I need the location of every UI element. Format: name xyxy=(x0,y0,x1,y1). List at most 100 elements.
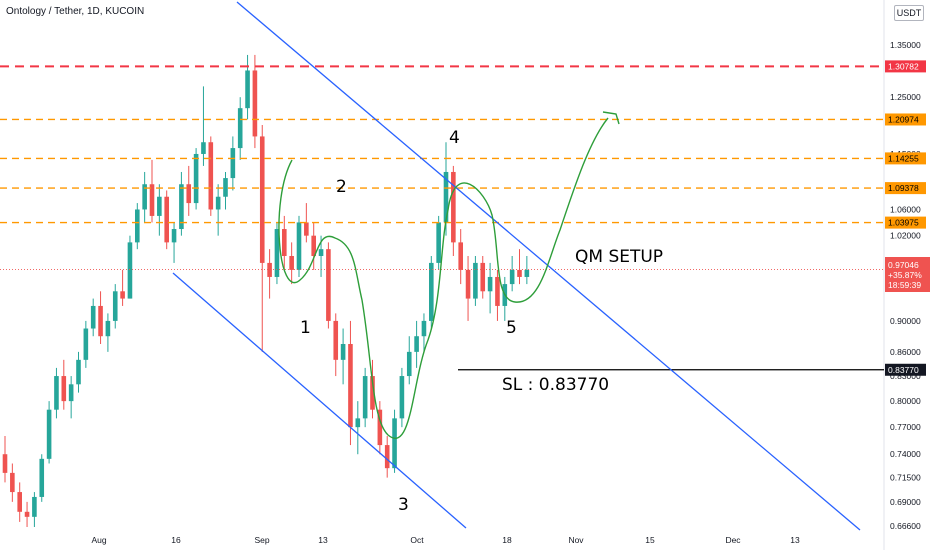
candle-body[interactable] xyxy=(355,418,361,428)
y-tick-label: 1.25000 xyxy=(890,92,921,102)
candle-body[interactable] xyxy=(112,291,118,321)
candle-body[interactable] xyxy=(480,262,486,292)
candle-body[interactable] xyxy=(436,222,441,263)
candle-body[interactable] xyxy=(274,229,280,277)
candle-body[interactable] xyxy=(340,343,346,360)
candle-body[interactable] xyxy=(68,384,74,402)
candle-body[interactable] xyxy=(362,376,368,419)
candle-body[interactable] xyxy=(259,136,265,263)
candle-body[interactable] xyxy=(230,148,236,179)
candle-body[interactable] xyxy=(370,376,375,410)
chart-title: Ontology / Tether, 1D, KUCOIN xyxy=(6,6,145,17)
candle-body[interactable] xyxy=(61,376,67,402)
candle-body[interactable] xyxy=(120,291,125,299)
candle-body[interactable] xyxy=(24,511,30,517)
candle-body[interactable] xyxy=(318,249,324,256)
candle-body[interactable] xyxy=(252,70,258,137)
candle-body[interactable] xyxy=(201,142,206,154)
candle-body[interactable] xyxy=(223,178,228,197)
price-level-label: 1.14255 xyxy=(888,153,919,163)
candle-body[interactable] xyxy=(157,196,162,216)
candle-body[interactable] xyxy=(215,196,221,210)
x-tick-label: Sep xyxy=(254,535,269,545)
wave-label-5: 5 xyxy=(506,318,517,338)
candle-body[interactable] xyxy=(377,409,383,446)
price-level-label: 0.83770 xyxy=(888,365,919,375)
candle-body[interactable] xyxy=(2,454,8,473)
candle-body[interactable] xyxy=(282,229,287,256)
candle-body[interactable] xyxy=(208,142,214,210)
candle-body[interactable] xyxy=(237,108,243,149)
candle-body[interactable] xyxy=(326,249,331,321)
candle-body[interactable] xyxy=(348,343,353,428)
candle-body[interactable] xyxy=(46,409,52,459)
channel-upper-line[interactable] xyxy=(236,1,861,531)
candle-body[interactable] xyxy=(179,184,184,230)
x-tick-label: 18 xyxy=(502,535,512,545)
candle-body[interactable] xyxy=(32,496,37,517)
candle-body[interactable] xyxy=(509,269,515,285)
candle-body[interactable] xyxy=(465,269,471,299)
candle-body[interactable] xyxy=(451,171,456,243)
candle-body[interactable] xyxy=(311,235,316,256)
candle-body[interactable] xyxy=(392,418,397,469)
candle-body[interactable] xyxy=(186,184,192,204)
price-level-label: 1.03975 xyxy=(888,218,919,228)
x-tick-label: 15 xyxy=(645,535,655,545)
candle-body[interactable] xyxy=(98,305,103,337)
candle-body[interactable] xyxy=(406,351,412,377)
candle-body[interactable] xyxy=(495,276,500,306)
x-tick-label: 16 xyxy=(171,535,181,545)
candle-body[interactable] xyxy=(105,320,111,337)
candle-body[interactable] xyxy=(517,269,522,277)
price-level-badge xyxy=(885,182,926,195)
candle-body[interactable] xyxy=(384,445,390,469)
last-price-badge xyxy=(885,257,930,292)
currency-unit-button[interactable]: USDT xyxy=(894,5,924,21)
y-tick-label: 0.74000 xyxy=(890,449,921,459)
candle-body[interactable] xyxy=(39,458,45,497)
candle-body[interactable] xyxy=(333,320,339,360)
candle-body[interactable] xyxy=(17,492,22,512)
candle-body[interactable] xyxy=(83,328,89,360)
candle-body[interactable] xyxy=(289,255,294,270)
price-level-label: 1.09378 xyxy=(888,183,919,193)
candle-body[interactable] xyxy=(429,262,434,321)
x-tick-label: Oct xyxy=(410,535,424,545)
candle-body[interactable] xyxy=(76,359,81,385)
candle-body[interactable] xyxy=(193,153,199,204)
candle-body[interactable] xyxy=(164,196,169,243)
x-tick-label: Aug xyxy=(91,535,106,545)
candle-body[interactable] xyxy=(171,229,177,243)
candle-body[interactable] xyxy=(487,276,493,292)
candle-body[interactable] xyxy=(245,70,250,109)
candle-body[interactable] xyxy=(296,222,302,270)
y-tick-label: 0.80000 xyxy=(890,396,921,406)
candle-body[interactable] xyxy=(135,209,140,243)
candle-body[interactable] xyxy=(399,376,405,419)
y-tick-label: 0.66600 xyxy=(890,521,921,531)
candle-body[interactable] xyxy=(127,242,133,299)
candle-body[interactable] xyxy=(443,171,449,223)
y-tick-label: 1.35000 xyxy=(890,40,921,50)
candle-body[interactable] xyxy=(54,376,59,410)
wave-label-2: 2 xyxy=(336,177,347,197)
candle-body[interactable] xyxy=(267,262,272,277)
price-level-badge xyxy=(885,216,926,229)
candle-body[interactable] xyxy=(421,320,427,337)
candle-body[interactable] xyxy=(304,222,309,236)
candle-body[interactable] xyxy=(142,184,147,210)
candle-body[interactable] xyxy=(414,336,419,352)
qm-sketch-path xyxy=(278,117,609,439)
candle-body[interactable] xyxy=(473,262,478,299)
candle-body[interactable] xyxy=(90,305,96,329)
candle-body[interactable] xyxy=(10,472,15,493)
channel-lower-line[interactable] xyxy=(172,272,467,529)
candle-body[interactable] xyxy=(524,269,530,277)
candle-body[interactable] xyxy=(458,242,463,270)
candle-body[interactable] xyxy=(149,184,155,216)
y-tick-label: 0.77000 xyxy=(890,422,921,432)
price-level-label: 1.20974 xyxy=(888,114,919,124)
